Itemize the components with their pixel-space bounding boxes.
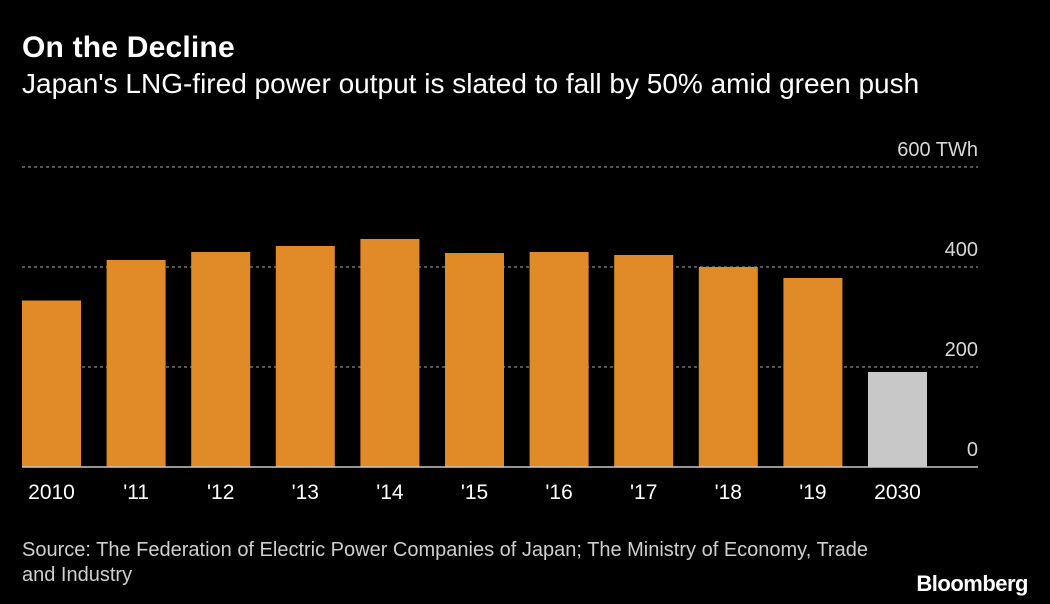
bar-17: [614, 255, 674, 467]
y-tick-label-600: 600 TWh: [897, 139, 978, 161]
bar-18: [698, 267, 758, 467]
axes: 0 200 400 600 TWh 2010 '11 '12 '13 '14 '15 '16 '17 '…: [22, 139, 978, 504]
x-tick-label-17: '17: [630, 481, 657, 504]
y-tick-label-400: 400: [945, 239, 978, 261]
y-tick-label-200: 200: [945, 339, 978, 361]
x-tick-label-13: '13: [292, 481, 319, 504]
bar-15: [445, 253, 504, 467]
x-tick-label-14: '14: [376, 481, 404, 504]
chart-subtitle: Japan's LNG-fired power output is slated…: [22, 68, 920, 99]
bar-12: [191, 252, 251, 467]
y-tick-label-0: 0: [967, 439, 978, 461]
x-tick-label-19: '19: [799, 481, 826, 504]
x-tick-label-2010: 2010: [28, 481, 75, 504]
bar-11: [106, 260, 166, 467]
source-note: Source: The Federation of Electric Power…: [22, 539, 868, 586]
bar-2030: [868, 372, 927, 467]
bar-13: [275, 246, 335, 467]
bars: [22, 239, 927, 467]
x-tick-label-11: '11: [123, 481, 149, 504]
bar-16: [529, 252, 589, 467]
x-tick-label-2030: 2030: [874, 481, 921, 504]
x-tick-label-12: '12: [207, 481, 234, 504]
x-tick-label-15: '15: [461, 481, 488, 504]
bar-19: [783, 278, 843, 467]
x-tick-label-18: '18: [715, 481, 742, 504]
bar-2010: [22, 300, 81, 467]
bloomberg-logo: Bloomberg: [916, 571, 1028, 596]
chart-title: On the Decline: [22, 31, 235, 64]
bar-14: [360, 239, 420, 467]
x-tick-label-16: '16: [545, 481, 572, 504]
